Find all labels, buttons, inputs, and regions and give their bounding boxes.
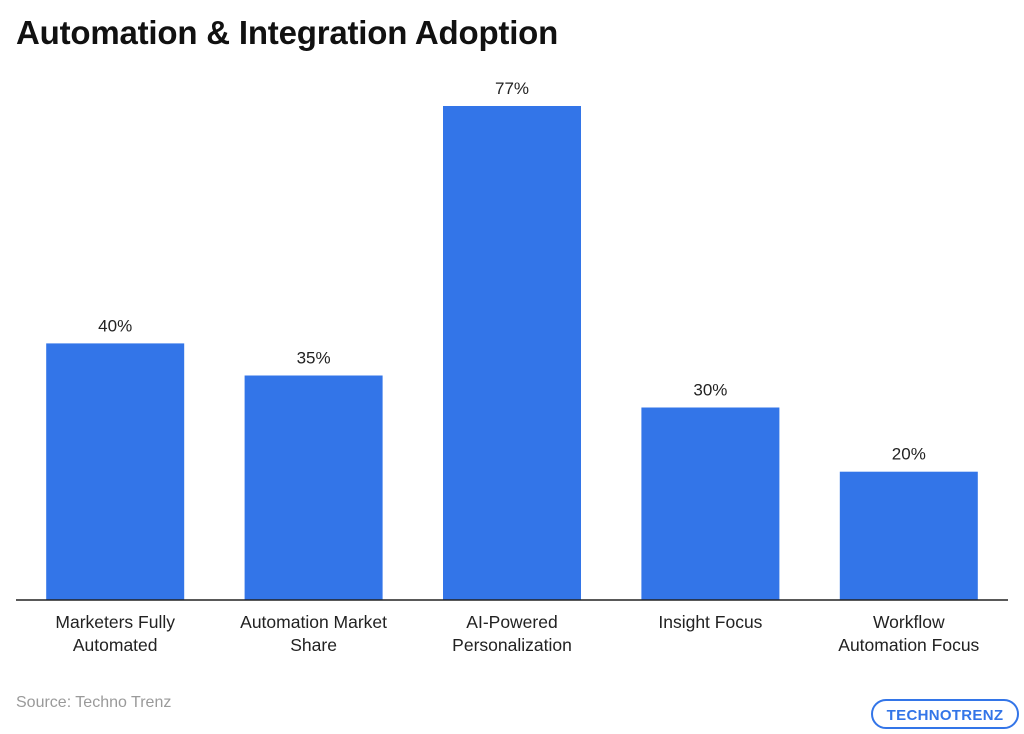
source-note: Source: Techno Trenz [16,694,172,711]
bar-1 [244,375,383,600]
category-label-3-0: Insight Focus [658,612,762,632]
logo-badge [871,699,1019,729]
category-label-1-1: Share [290,635,337,655]
chart-title: Automation & Integration Adoption [16,14,559,51]
value-label-0: 40% [98,316,132,335]
bar-3 [641,407,780,600]
bar-0 [46,343,185,600]
technotrenz-logo: TECHNOTRENZ [871,699,1019,729]
category-label-4-1: Automation Focus [838,635,979,655]
category-label-2-1: Personalization [452,635,572,655]
category-label-0-1: Automated [73,635,158,655]
value-label-3: 30% [693,381,727,400]
category-label-4-0: Workflow [873,612,945,632]
logo-wordmark: TECHNOTRENZ [887,707,1004,724]
category-label-1-0: Automation Market [240,612,387,632]
category-label-2-0: AI-Powered [466,612,557,632]
bar-chart: 40% Marketers Fully Automated 35% Automation… [16,79,1008,655]
value-label-1: 35% [297,349,331,368]
bar-4 [839,471,978,600]
bar-2 [443,106,581,600]
value-label-2: 77% [495,79,529,98]
value-label-4: 20% [892,445,926,464]
category-label-0-0: Marketers Fully [55,612,175,632]
